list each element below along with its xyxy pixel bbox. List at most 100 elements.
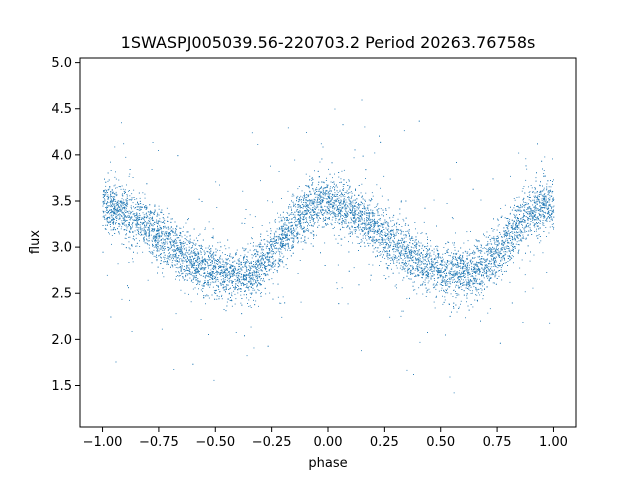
data-point: [303, 231, 305, 233]
data-point: [448, 277, 450, 279]
data-point: [249, 266, 251, 268]
data-point: [546, 183, 548, 185]
data-point: [355, 189, 356, 191]
data-point: [284, 224, 286, 226]
data-point: [421, 262, 423, 264]
data-point: [454, 263, 456, 265]
data-point: [524, 219, 526, 221]
data-point: [181, 236, 183, 238]
data-point: [507, 225, 509, 227]
data-point: [351, 232, 353, 233]
data-point: [521, 210, 522, 212]
data-point: [527, 196, 529, 198]
data-point: [128, 210, 130, 212]
data-point: [533, 211, 535, 212]
data-point: [499, 233, 501, 235]
data-point: [384, 242, 386, 243]
data-point: [217, 263, 219, 265]
data-point: [152, 245, 153, 247]
data-point: [244, 275, 245, 276]
data-point: [400, 265, 402, 267]
data-point: [320, 196, 322, 198]
data-point: [264, 261, 266, 263]
data-point: [330, 196, 332, 197]
data-point: [451, 263, 453, 265]
data-point: [126, 233, 127, 235]
data-point: [392, 256, 394, 258]
data-point: [146, 214, 148, 216]
data-point: [404, 242, 406, 244]
data-point: [302, 234, 304, 236]
data-point: [522, 217, 524, 219]
data-point: [175, 257, 177, 259]
data-point: [298, 206, 300, 207]
data-point: [381, 244, 383, 245]
data-point: [374, 231, 375, 233]
data-point: [221, 271, 223, 273]
data-point: [107, 180, 109, 182]
data-point: [440, 281, 442, 283]
data-point: [194, 244, 196, 246]
data-point: [401, 226, 403, 227]
data-point: [317, 184, 319, 186]
data-point: [175, 242, 177, 244]
data-point: [405, 248, 407, 250]
data-point: [270, 244, 272, 245]
data-point: [483, 259, 485, 260]
data-point: [139, 203, 141, 204]
data-point: [535, 217, 537, 218]
data-point: [527, 220, 529, 221]
data-point: [223, 266, 225, 267]
data-point: [525, 226, 527, 228]
data-point: [104, 211, 106, 213]
data-point: [526, 204, 528, 205]
data-point: [371, 198, 372, 200]
data-point: [108, 196, 109, 198]
data-point: [511, 231, 512, 233]
data-point: [476, 268, 478, 270]
data-point: [321, 211, 323, 213]
data-point: [221, 264, 223, 265]
data-point: [198, 256, 200, 258]
data-point: [304, 214, 305, 216]
data-point: [521, 259, 523, 261]
data-point: [307, 230, 309, 232]
data-point: [390, 230, 392, 232]
data-point: [198, 263, 200, 265]
data-point: [379, 225, 380, 226]
data-point: [421, 268, 423, 269]
data-point: [119, 209, 120, 210]
data-point: [352, 212, 354, 214]
data-point: [473, 258, 475, 259]
data-point: [373, 226, 374, 228]
data-point: [165, 240, 166, 242]
data-point: [212, 286, 214, 288]
data-point: [338, 213, 339, 215]
data-point: [520, 207, 522, 209]
data-point: [400, 258, 402, 259]
data-point: [269, 264, 271, 266]
data-point: [379, 232, 381, 234]
data-point: [476, 289, 478, 291]
data-point: [360, 239, 362, 240]
data-point: [249, 305, 251, 307]
data-point: [111, 243, 112, 245]
data-point: [518, 222, 519, 224]
data-point: [138, 209, 140, 211]
data-point: [367, 212, 368, 214]
data-point: [397, 245, 398, 247]
data-point: [134, 199, 136, 200]
data-point: [543, 198, 544, 200]
data-point: [389, 231, 391, 233]
data-point: [267, 256, 269, 258]
data-point: [452, 264, 454, 266]
data-point: [383, 243, 384, 245]
data-point: [137, 229, 139, 231]
data-point: [381, 214, 383, 216]
data-point: [400, 231, 402, 233]
data-point: [181, 260, 183, 262]
data-point: [281, 231, 283, 233]
data-point: [522, 224, 523, 226]
data-point: [302, 216, 304, 218]
data-point: [294, 223, 296, 225]
